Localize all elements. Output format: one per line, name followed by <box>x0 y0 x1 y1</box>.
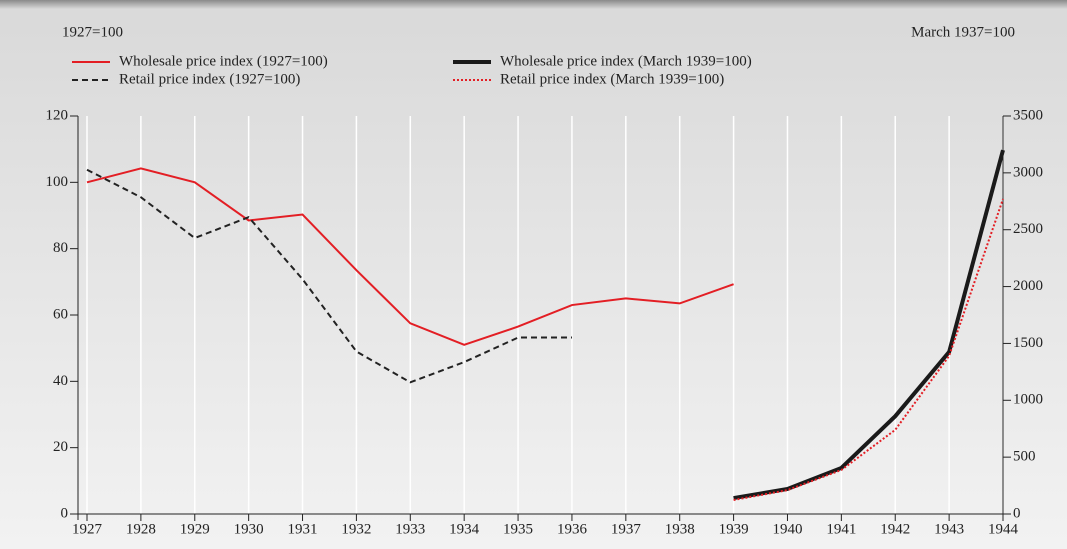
x-tick-label: 1931 <box>288 521 318 537</box>
y2-tick-label: 3500 <box>1013 107 1043 123</box>
y-tick-label: 60 <box>53 306 68 322</box>
x-tick-label: 1939 <box>719 521 749 537</box>
series-line <box>733 149 1005 501</box>
x-tick-label: 1930 <box>234 521 264 537</box>
x-tick-label: 1936 <box>557 521 588 537</box>
y-axis-label: 1927=100 <box>62 24 123 40</box>
x-tick-label: 1934 <box>449 521 480 537</box>
series-line <box>86 168 572 384</box>
legend-label: Retail price index (1927=100) <box>119 71 300 87</box>
y2-tick-label: 2500 <box>1013 221 1043 237</box>
x-tick-label: 1935 <box>503 521 533 537</box>
legend-label: Wholesale price index (1927=100) <box>119 53 328 69</box>
y-tick-label: 40 <box>53 373 68 389</box>
x-tick-label: 1942 <box>880 521 910 537</box>
legend-label: Retail price index (March 1939=100) <box>500 71 724 87</box>
y-tick-label: 0 <box>61 505 69 521</box>
x-tick-label: 1932 <box>341 521 371 537</box>
x-tick-label: 1937 <box>611 521 642 537</box>
y-tick-label: 100 <box>46 174 69 190</box>
y2-tick-label: 1000 <box>1013 392 1043 408</box>
x-tick-label: 1929 <box>180 521 210 537</box>
y-tick-label: 120 <box>46 107 69 123</box>
y2-axis-label: March 1937=100 <box>911 24 1015 40</box>
y2-tick-label: 1500 <box>1013 335 1043 351</box>
y-tick-label: 80 <box>53 240 68 256</box>
y2-tick-label: 0 <box>1013 505 1021 521</box>
x-tick-label: 1927 <box>72 521 103 537</box>
top-shadow <box>0 0 1067 9</box>
x-tick-label: 1940 <box>772 521 802 537</box>
y-tick-label: 20 <box>53 439 68 455</box>
x-tick-label: 1938 <box>665 521 695 537</box>
series-line <box>86 167 734 346</box>
y2-tick-label: 500 <box>1013 449 1036 465</box>
y2-tick-label: 3000 <box>1013 164 1043 180</box>
x-tick-label: 1943 <box>934 521 964 537</box>
legend-label: Wholesale price index (March 1939=100) <box>500 53 752 69</box>
y2-tick-label: 2000 <box>1013 278 1043 294</box>
series-line <box>733 198 1004 501</box>
x-tick-label: 1944 <box>988 521 1019 537</box>
x-tick-label: 1933 <box>395 521 425 537</box>
x-tick-label: 1928 <box>126 521 156 537</box>
x-tick-label: 1941 <box>826 521 856 537</box>
